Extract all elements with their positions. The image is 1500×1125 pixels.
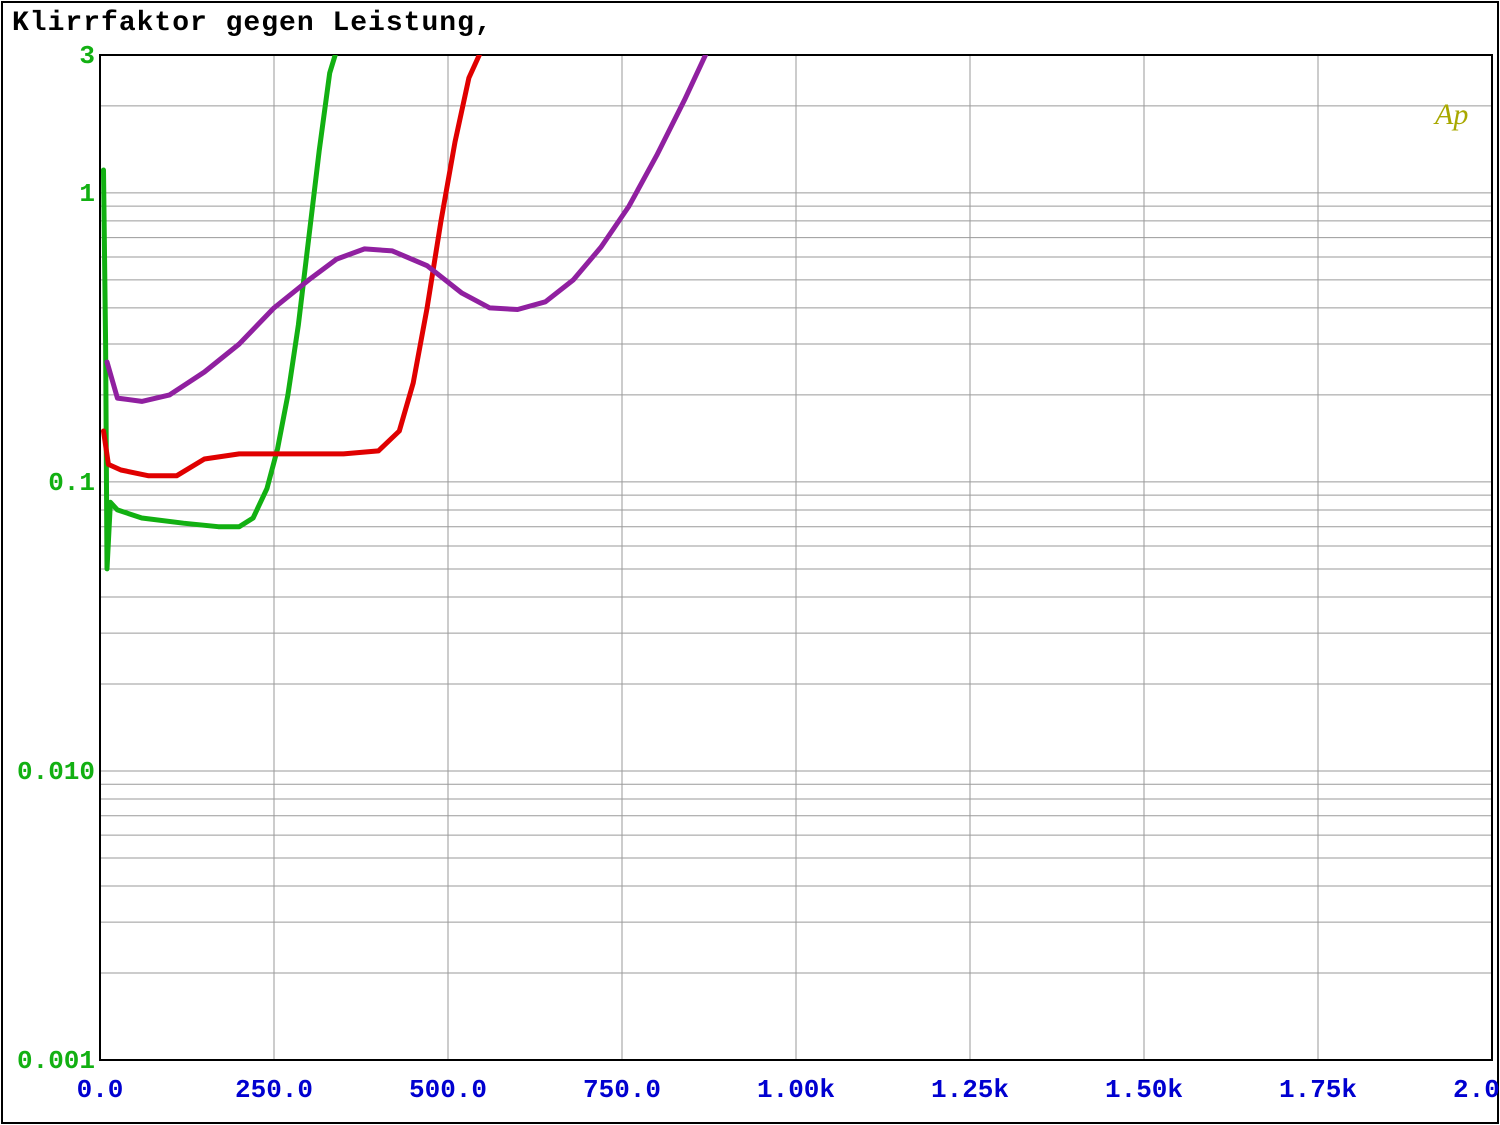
y-tick-label: 0.001 [5, 1046, 95, 1076]
chart-container: Klirrfaktor gegen Leistung, Ap 0.0010.01… [0, 0, 1500, 1125]
y-tick-label: 0.1 [5, 468, 95, 498]
series-purple [107, 55, 706, 401]
watermark: Ap [1435, 98, 1468, 132]
x-tick-label: 500.0 [409, 1075, 487, 1105]
y-tick-label: 0.010 [5, 757, 95, 787]
x-tick-label: 1.50k [1105, 1075, 1183, 1105]
x-tick-label: 0.0 [77, 1075, 124, 1105]
x-tick-label: 2.00k [1453, 1075, 1500, 1105]
x-tick-label: 1.75k [1279, 1075, 1357, 1105]
series-green [104, 55, 336, 569]
x-tick-label: 750.0 [583, 1075, 661, 1105]
x-tick-label: 250.0 [235, 1075, 313, 1105]
y-tick-label: 1 [5, 179, 95, 209]
x-tick-label: 1.25k [931, 1075, 1009, 1105]
x-tick-label: 1.00k [757, 1075, 835, 1105]
chart-svg [0, 0, 1500, 1125]
y-tick-label: 3 [5, 41, 95, 71]
